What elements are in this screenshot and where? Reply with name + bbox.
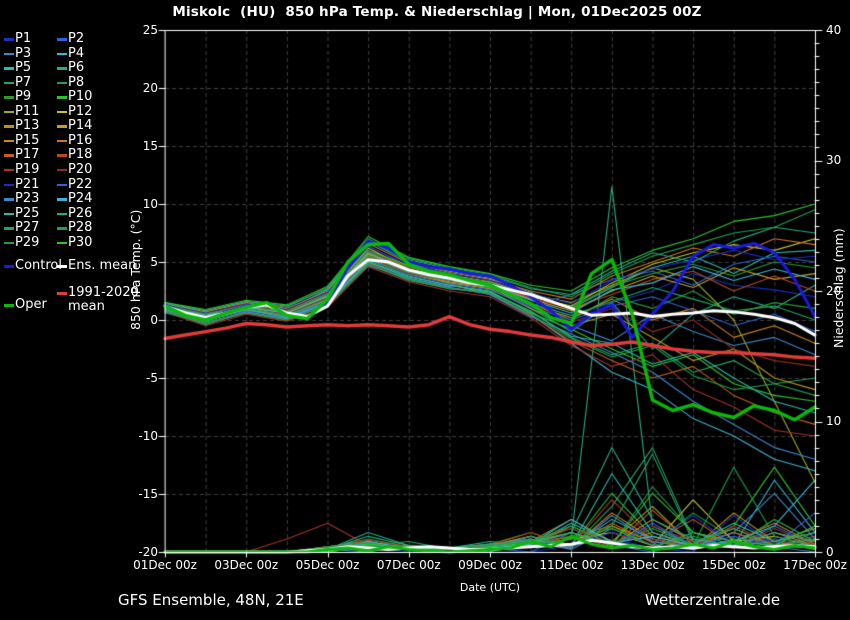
legend-color-swatch <box>57 241 67 245</box>
date-tick-label: 07Dec 00z <box>376 558 441 572</box>
legend-color-swatch <box>4 96 14 99</box>
temp-axis-tick-label: -5 <box>146 370 158 385</box>
temp-axis-tick-label: -10 <box>138 428 158 443</box>
precip-axis-tick-label: 10 <box>826 414 842 428</box>
legend-color-swatch <box>4 67 14 70</box>
legend-color-swatch <box>4 241 14 245</box>
legend-label: P18 <box>68 147 93 163</box>
legend-color-swatch <box>4 265 14 268</box>
legend-color-swatch <box>4 38 14 41</box>
legend-color-swatch <box>57 212 67 216</box>
legend-color-swatch <box>4 52 14 56</box>
legend-label: P6 <box>68 60 85 76</box>
date-tick-label: 11Dec 00z <box>539 558 604 572</box>
legend-label: Ens. mean <box>68 258 137 273</box>
legend-color-swatch <box>57 265 67 268</box>
legend-label: P26 <box>68 205 93 221</box>
legend-label: P23 <box>15 191 40 207</box>
legend-color-swatch <box>4 198 14 201</box>
legend-label: P2 <box>68 31 85 46</box>
y-axis-left-title: 850 hPa Temp. (°C) <box>128 209 143 330</box>
legend-label: P29 <box>15 234 40 250</box>
legend-color-swatch <box>57 81 67 85</box>
temp-axis-tick-label: 25 <box>142 22 158 37</box>
legend-label: 1991-2020 mean <box>68 285 139 314</box>
legend-label: P17 <box>15 147 40 163</box>
legend-color-swatch <box>57 139 67 143</box>
precip-axis-tick-label: 40 <box>826 22 842 37</box>
temp-axis-tick-label: 15 <box>142 138 158 153</box>
temp-axis-tick-label: -15 <box>138 486 158 501</box>
legend-label: P3 <box>15 45 32 61</box>
legend-label: P19 <box>15 161 40 177</box>
x-axis-title: Date (UTC) <box>459 581 521 594</box>
legend-label: P10 <box>68 89 93 105</box>
legend-color-swatch <box>4 81 14 85</box>
legend-label: P9 <box>15 89 32 105</box>
legend-color-swatch <box>4 139 14 143</box>
temp-axis-tick-label: 5 <box>150 254 158 269</box>
legend-color-swatch <box>57 110 67 114</box>
legend-color-swatch <box>4 168 14 172</box>
legend-color-swatch <box>57 183 67 186</box>
legend-label: Control <box>15 258 62 273</box>
legend-label: P8 <box>68 74 85 90</box>
footer-model-info: GFS Ensemble, 48N, 21E <box>118 591 304 609</box>
legend-color-swatch <box>57 292 67 295</box>
legend-label: P21 <box>15 176 40 192</box>
date-tick-label: 09Dec 00z <box>458 558 522 572</box>
legend-label: P16 <box>68 132 93 148</box>
precip-axis-tick-label: 30 <box>826 153 842 167</box>
legend-color-swatch <box>57 154 67 157</box>
footer-site-credit: Wetterzentrale.de <box>645 591 781 609</box>
legend-color-swatch <box>57 168 67 172</box>
legend-label: P24 <box>68 191 93 207</box>
legend-color-swatch <box>57 67 67 70</box>
legend-color-swatch <box>57 125 67 128</box>
legend-label: P12 <box>68 103 93 119</box>
precip-axis-tick-label: 0 <box>826 544 834 559</box>
date-tick-label: 17Dec 00z <box>783 558 847 572</box>
legend-color-swatch <box>57 96 67 99</box>
legend-color-swatch <box>57 38 67 41</box>
date-tick-label: 01Dec 00z <box>133 558 197 572</box>
legend-label: P30 <box>68 234 93 250</box>
legend-color-swatch <box>4 304 14 307</box>
legend-label: P5 <box>15 60 32 76</box>
legend-label: P27 <box>15 220 40 236</box>
legend-label: P25 <box>15 205 40 221</box>
legend-color-swatch <box>57 52 67 56</box>
temp-axis-tick-label: 10 <box>142 196 158 211</box>
temp-axis-tick-label: 20 <box>142 80 158 95</box>
date-tick-label: 03Dec 00z <box>214 558 279 572</box>
legend: P1 P2 P3 P4 P5 P6 P7 P8 P9 P10 P11 P12 P13 P14 P15 P16 P… <box>4 0 164 330</box>
chart-title: Miskolc (HU) 850 hPa Temp. & Niederschla… <box>172 4 702 20</box>
legend-label: Oper <box>15 297 47 312</box>
legend-label: P11 <box>15 103 40 119</box>
legend-color-swatch <box>4 227 14 230</box>
legend-color-swatch <box>4 183 14 186</box>
date-tick-label: 05Dec 00z <box>295 558 360 572</box>
temp-axis-tick-label: 0 <box>150 312 158 327</box>
legend-color-swatch <box>57 198 67 201</box>
legend-label: P22 <box>68 176 93 192</box>
date-tick-label: 15Dec 00z <box>701 558 766 572</box>
legend-color-swatch <box>4 125 14 128</box>
legend-label: P7 <box>15 74 32 90</box>
legend-color-swatch <box>4 212 14 216</box>
legend-color-swatch <box>4 110 14 114</box>
date-tick-label: 13Dec 00z <box>620 558 685 572</box>
legend-label: P15 <box>15 132 40 148</box>
legend-label: P20 <box>68 161 93 177</box>
temp-axis-tick-label: -20 <box>138 544 158 559</box>
legend-label: P4 <box>68 45 85 61</box>
legend-color-swatch <box>4 154 14 157</box>
legend-label: P1 <box>15 31 32 46</box>
legend-label: P13 <box>15 118 40 134</box>
legend-label: P28 <box>68 220 93 236</box>
legend-color-swatch <box>57 227 67 230</box>
legend-label: P14 <box>68 118 93 134</box>
precip-axis-tick-label: 20 <box>826 283 842 298</box>
